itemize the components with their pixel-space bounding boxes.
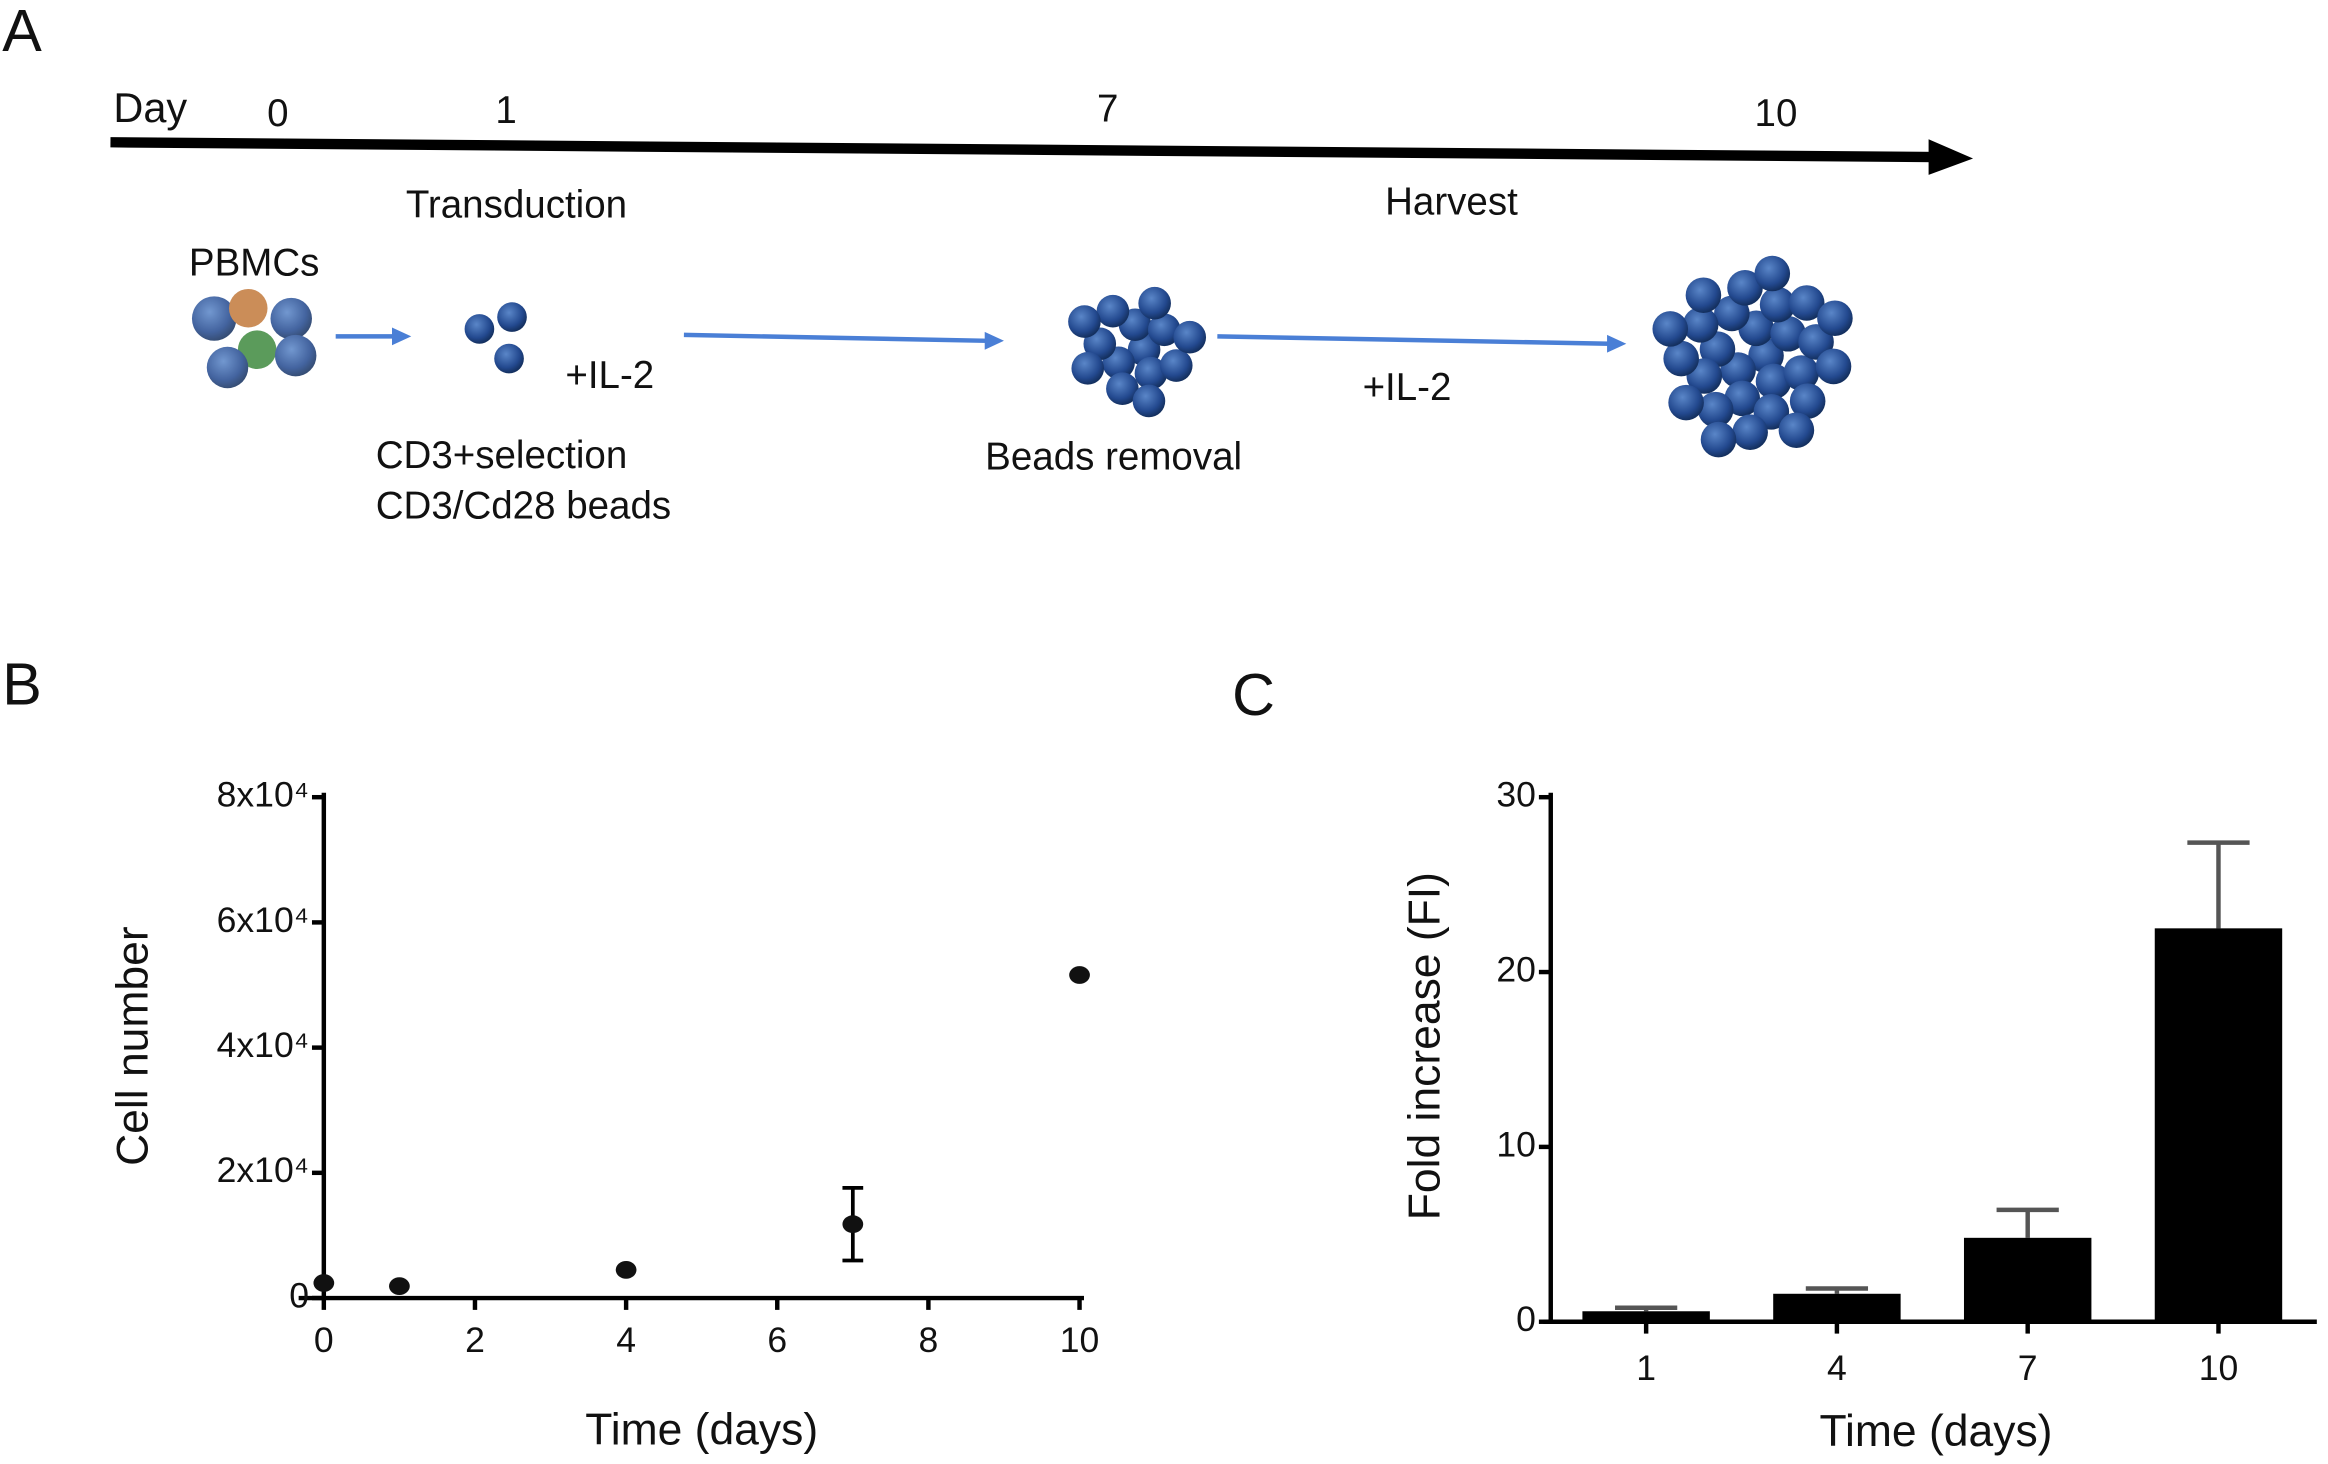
cell: [1778, 412, 1815, 449]
y-tick-label: 20: [1496, 949, 1536, 989]
cell: [1700, 421, 1737, 458]
cell: [1817, 300, 1853, 337]
y-axis-title: Fold increase (FI): [1400, 872, 1449, 1220]
step-label: CD3+selection: [376, 434, 628, 477]
cell: [1132, 384, 1166, 418]
x-axis-title: Time (days): [585, 1406, 818, 1455]
error-bar: [1615, 1305, 1678, 1312]
cell: [1147, 313, 1181, 347]
cell: [1159, 349, 1193, 382]
day-label: 0: [267, 92, 288, 135]
cell: [1697, 391, 1734, 428]
charts: 0 2x10⁴ 4x10⁴ 6x10⁴ 8x10⁴ Time (days) Cell num…: [108, 775, 2317, 1456]
x-tick-label: 10: [1060, 1320, 1100, 1360]
cell: [1096, 294, 1130, 328]
cell: [1788, 285, 1825, 321]
harvest-cells: [1652, 255, 1853, 458]
day-label: 1: [495, 89, 516, 132]
step-label: Transduction: [406, 184, 627, 227]
cell: [1685, 277, 1722, 314]
selected-cells: [464, 302, 527, 374]
cell: [1724, 380, 1761, 417]
x-tick-label: 7: [2018, 1348, 2038, 1388]
cell: [1732, 414, 1768, 450]
cell: [1134, 356, 1168, 390]
point: [1069, 966, 1090, 984]
y-tick-label: 6x10⁴: [217, 900, 309, 940]
cell: [1106, 372, 1139, 405]
x-tick-label: 10: [2199, 1348, 2239, 1388]
y-tick-label: 10: [1496, 1124, 1536, 1164]
y-tick-label: 2x10⁴: [217, 1150, 309, 1190]
day-label: 7: [1097, 87, 1118, 130]
y-tick-label: 30: [1496, 775, 1536, 815]
y-tick-label: 4x10⁴: [217, 1025, 309, 1065]
step-label: Harvest: [1385, 181, 1518, 224]
cell: [1652, 311, 1689, 347]
panel-label: A: [2, 0, 42, 64]
panel-label: C: [1232, 661, 1275, 728]
error-bar: [1805, 1286, 1869, 1294]
cell: [1770, 315, 1806, 352]
step-label: +IL-2: [1363, 366, 1452, 409]
error-bar: [1996, 1207, 2059, 1238]
cell: [1682, 307, 1719, 343]
point: [313, 1274, 335, 1292]
x-axis-title: Time (days): [1820, 1407, 2053, 1456]
flow-arrows: [335, 327, 1627, 353]
point: [389, 1277, 410, 1296]
cell: [1789, 383, 1826, 419]
y-tick-label: 8x10⁴: [217, 775, 309, 815]
panel-a: A B C Day 0 1 7 10 Transduction Harvest …: [2, 0, 1974, 728]
cell: [1071, 352, 1105, 385]
cell: [1759, 286, 1796, 323]
expanded-cells: [1068, 286, 1207, 418]
timeline-axis: [110, 137, 1937, 163]
timeline-label: Day: [113, 84, 187, 131]
bar: [1773, 1293, 1901, 1322]
cell: [1783, 355, 1820, 391]
day-label: 10: [1755, 92, 1798, 135]
step-label: +IL-2: [565, 354, 654, 397]
cell: [1755, 363, 1792, 400]
y-tick-label: 0: [1516, 1299, 1536, 1339]
error-bar: [2187, 840, 2250, 929]
pbmc-cells: [191, 288, 317, 389]
step-label: CD3/Cd28 beads: [376, 484, 671, 527]
bar: [2154, 928, 2283, 1322]
step-label: PBMCs: [189, 241, 320, 284]
x-tick-label: 2: [465, 1320, 485, 1360]
cell: [1173, 320, 1207, 354]
step-label: Beads removal: [985, 436, 1242, 479]
cell: [1754, 255, 1791, 292]
x-tick-label: 0: [314, 1320, 334, 1360]
x-tick-label: 6: [767, 1320, 787, 1360]
x-tick-label: 1: [1636, 1348, 1656, 1388]
timeline-arrowhead: [1928, 139, 1974, 175]
point: [615, 1260, 637, 1279]
cell: [1815, 348, 1852, 385]
bar: [1963, 1237, 2092, 1322]
x-tick-label: 8: [919, 1320, 939, 1360]
cell: [1668, 384, 1704, 421]
x-tick-label: 4: [1827, 1348, 1847, 1388]
point: [842, 1215, 864, 1234]
panel-label: B: [2, 651, 42, 718]
cell: [1068, 305, 1101, 338]
y-axis-title: Cell number: [108, 926, 157, 1166]
x-tick-label: 4: [616, 1320, 636, 1360]
y-tick-label: 0: [289, 1275, 309, 1315]
cell: [1727, 270, 1763, 306]
bar: [1582, 1311, 1710, 1322]
cell: [1663, 340, 1699, 377]
cell: [1138, 286, 1171, 320]
